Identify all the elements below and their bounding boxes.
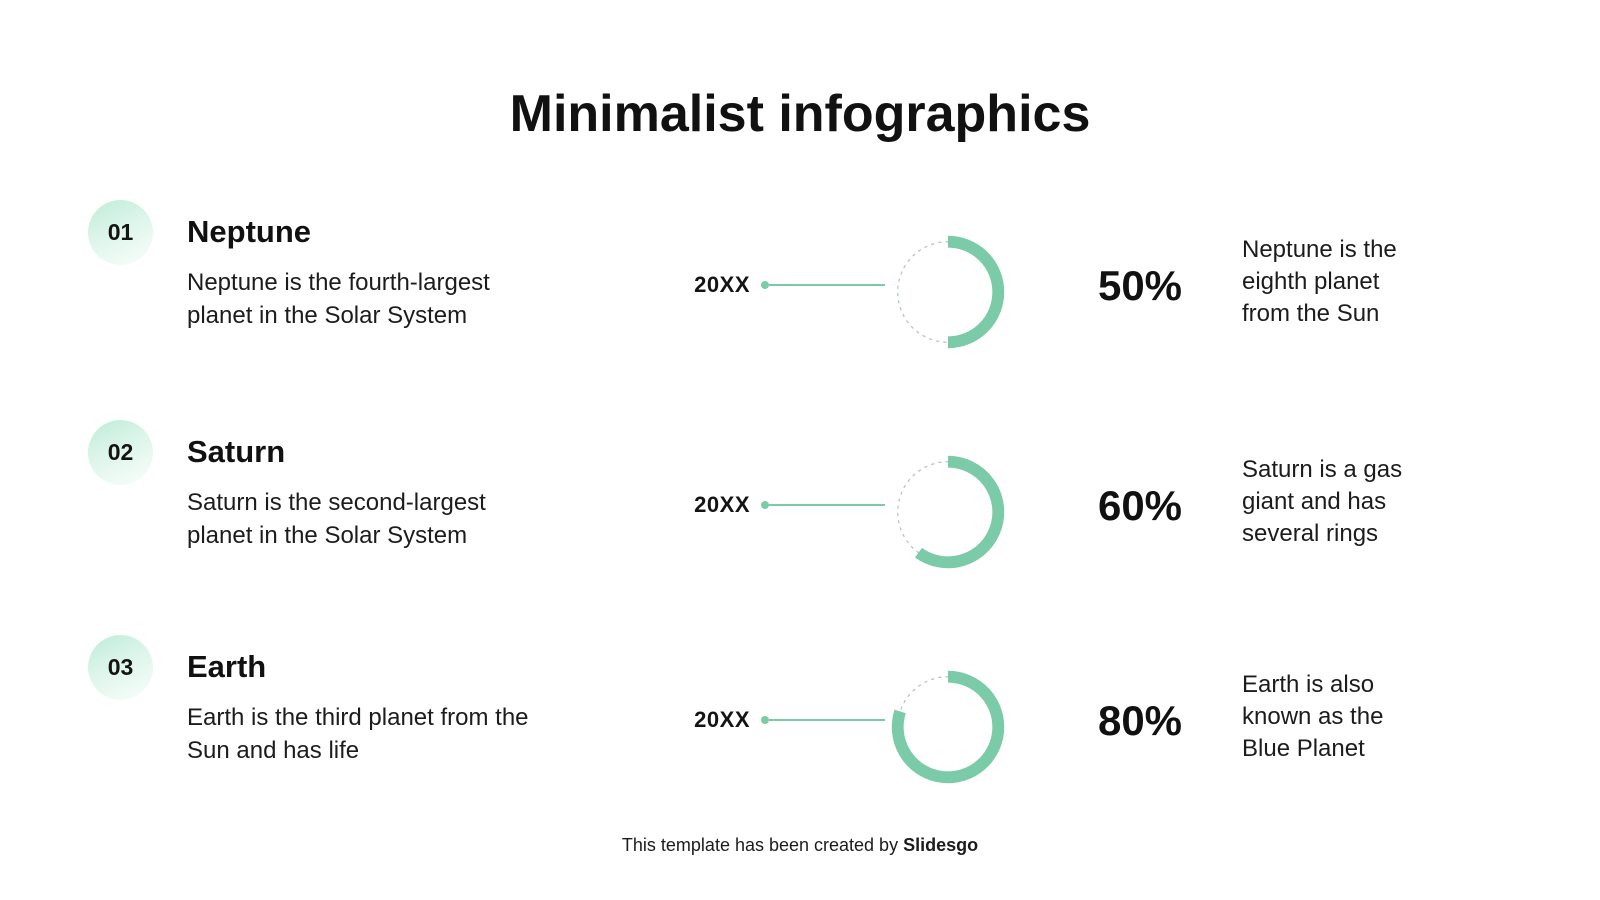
planet-name: Saturn [187,434,286,469]
year-label: 20XX [694,492,750,517]
planet-name: Neptune [187,214,311,249]
percent-value: 60% [1097,482,1183,529]
number-badge-label: 02 [107,439,134,465]
donut-chart [897,235,1005,349]
footer-credit: This template has been created by Slides… [0,835,1600,856]
footer-brand: Slidesgo [903,835,979,855]
planet-description: Earth is the third planet from the Sun a… [187,704,529,764]
infographic-row-saturn: 02 Saturn Saturn is the second-largest p… [0,420,1600,610]
infographic-row-neptune: 01 Neptune Neptune is the fourth-largest… [0,200,1600,390]
planet-fact: Saturn is a gas giant and has several ri… [1242,456,1403,547]
infographic-row-earth: 03 Earth Earth is the third planet from … [0,635,1600,825]
planet-description: Neptune is the fourth-largest planet in … [187,269,490,329]
planet-name: Earth [187,649,267,684]
slide-title: Minimalist infographics [509,85,1091,143]
connector-dot [761,716,769,724]
connector-line [769,504,885,506]
percent-value: 50% [1097,262,1183,309]
connector-line [769,284,885,286]
percent-value: 80% [1097,697,1183,744]
number-badge-label: 01 [107,219,134,245]
number-badge-label: 03 [107,654,134,680]
planet-fact: Earth is also known as the Blue Planet [1242,671,1384,762]
connector-dot [761,281,769,289]
number-badge: 03 [88,635,153,700]
planet-description: Saturn is the second-largest planet in t… [187,489,486,549]
number-badge: 01 [88,200,153,265]
donut-chart [897,455,1005,569]
connector-line [769,719,885,721]
planet-fact: Neptune is the eighth planet from the Su… [1242,236,1397,327]
donut-chart [891,670,1005,784]
footer-credit-text: This template has been created by [621,835,904,855]
connector-dot [761,501,769,509]
year-label: 20XX [694,272,750,297]
number-badge: 02 [88,420,153,485]
year-label: 20XX [694,707,750,732]
